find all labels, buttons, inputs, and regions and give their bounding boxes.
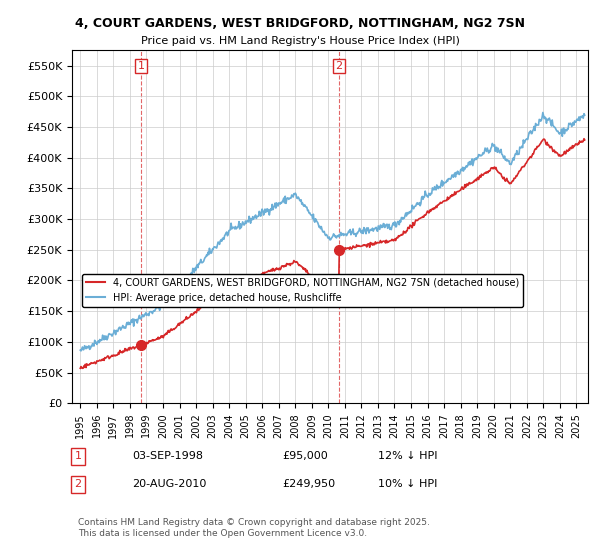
Text: 12% ↓ HPI: 12% ↓ HPI	[378, 451, 437, 461]
Text: 03-SEP-1998: 03-SEP-1998	[132, 451, 203, 461]
Text: 1: 1	[74, 451, 82, 461]
Legend: 4, COURT GARDENS, WEST BRIDGFORD, NOTTINGHAM, NG2 7SN (detached house), HPI: Ave: 4, COURT GARDENS, WEST BRIDGFORD, NOTTIN…	[82, 274, 523, 307]
Text: 2: 2	[335, 61, 343, 71]
Text: 4, COURT GARDENS, WEST BRIDGFORD, NOTTINGHAM, NG2 7SN: 4, COURT GARDENS, WEST BRIDGFORD, NOTTIN…	[75, 17, 525, 30]
Text: £249,950: £249,950	[282, 479, 335, 489]
Text: 20-AUG-2010: 20-AUG-2010	[132, 479, 206, 489]
Text: 1: 1	[137, 61, 145, 71]
Text: 2: 2	[74, 479, 82, 489]
Text: £95,000: £95,000	[282, 451, 328, 461]
Text: Price paid vs. HM Land Registry's House Price Index (HPI): Price paid vs. HM Land Registry's House …	[140, 36, 460, 46]
Text: Contains HM Land Registry data © Crown copyright and database right 2025.
This d: Contains HM Land Registry data © Crown c…	[78, 518, 430, 538]
Text: 10% ↓ HPI: 10% ↓ HPI	[378, 479, 437, 489]
